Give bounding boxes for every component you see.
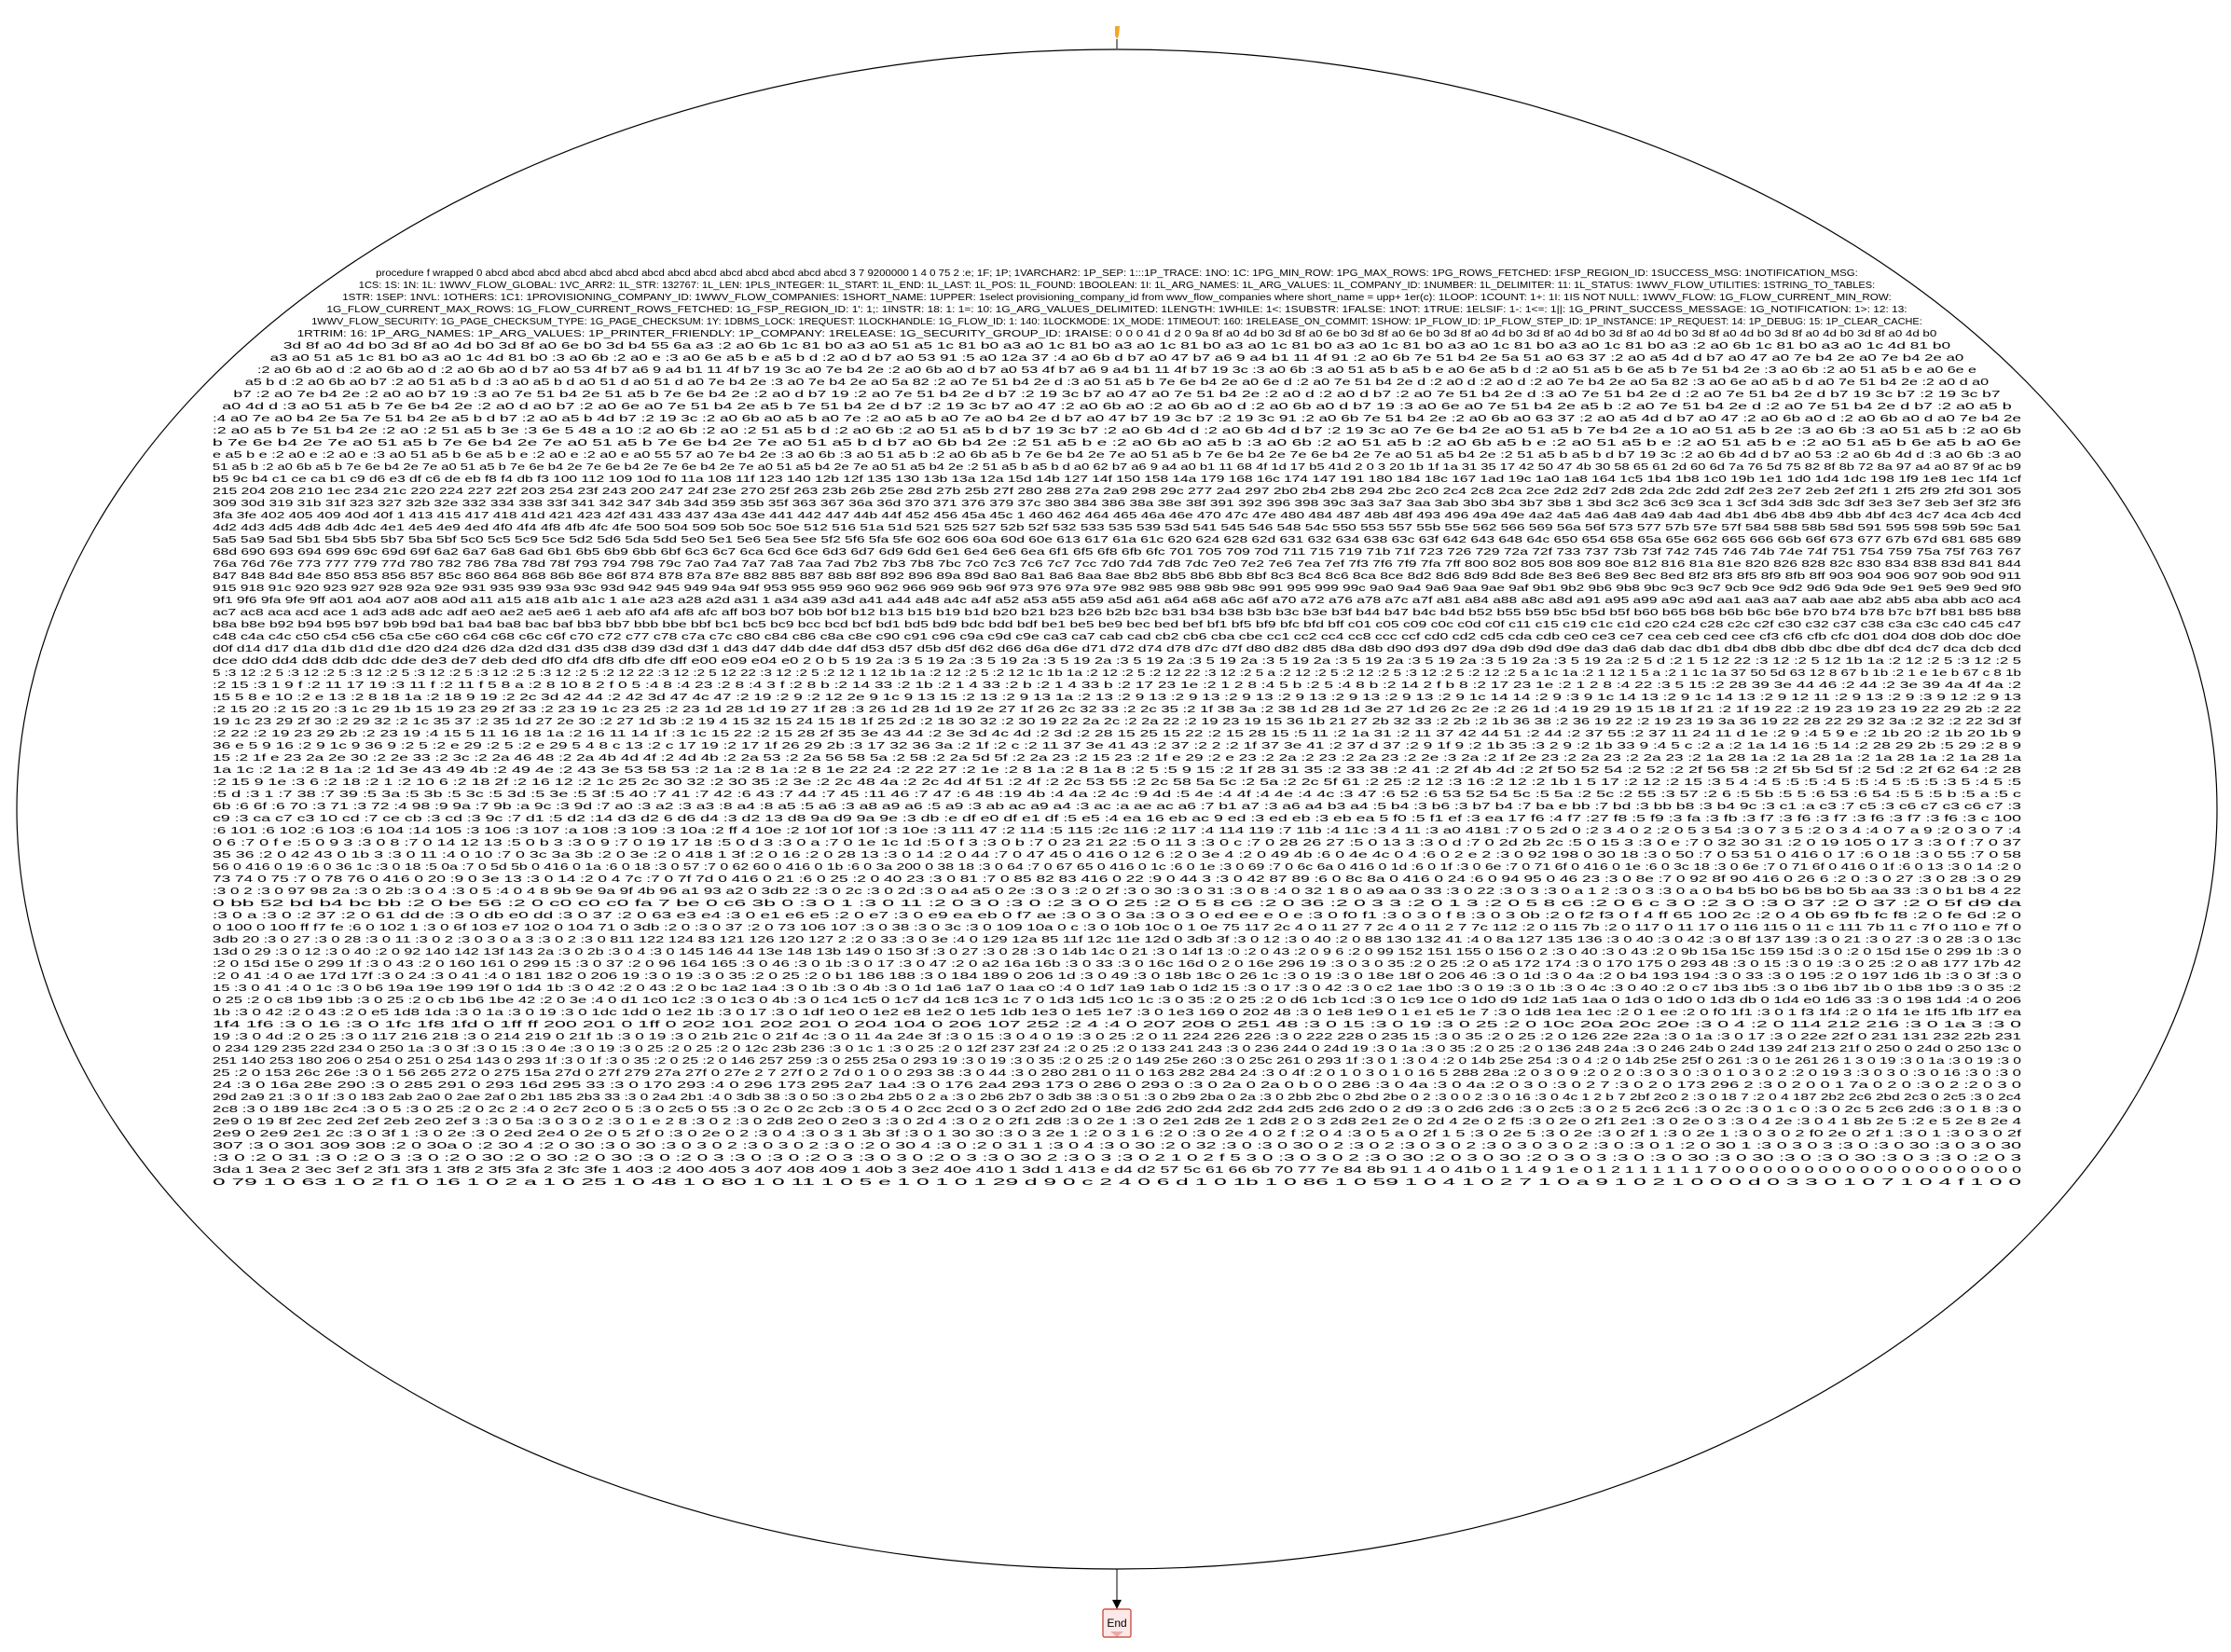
procedure-text-line: 51 a5 b :2 a0 6b a5 b 7e 6e b4 2e 7e a0 … [213,461,2021,473]
procedure-text-line: 73 74 0 75 :7 0 78 76 0 416 0 20 :9 0 3e… [213,874,2021,885]
procedure-text-line: 56 0 416 0 19 :6 0 36 1c :3 0 18 :5 0a :… [213,861,2021,873]
procedure-text-line: :2 a0 6b a0 d :2 a0 6b a0 d :2 a0 6b a0 … [257,365,1976,376]
procedure-text-line: 19 1c 23 29 2f 30 :2 29 32 :2 1c 35 37 :… [213,716,2021,727]
procedure-text-line: 4d2 4d3 4d5 4d8 4db 4dc 4e1 4e5 4e9 4ed … [213,522,2021,533]
procedure-text-line: 0 100 0 100 ff f7 fe :6 0 102 1 :3 0 6f … [213,922,2021,933]
procedure-text-line: 1WWV_FLOW_SECURITY: 1G_PAGE_CHECKSUM_TYP… [311,316,1922,327]
procedure-text-line: 251 140 253 180 206 0 254 0 251 0 254 14… [213,1055,2021,1067]
procedure-text-line: 3db 20 :3 0 27 :3 0 28 :3 0 11 :3 0 2 :3… [213,934,2021,945]
procedure-text-line: 19 :3 0 4d :2 0 25 :3 0 117 216 218 :3 0… [213,1031,2021,1042]
procedure-text-line: :2 a0 a5 b 7e 51 b4 2e :2 a0 :2 51 a5 b … [213,425,2021,436]
procedure-text-line: 24 :3 0 16a 28e 290 :3 0 285 291 0 293 1… [213,1080,2021,1091]
procedure-text-line: 0 6 :7 0 f e :5 0 9 3 :3 0 8 :7 0 14 12 … [213,837,2021,848]
procedure-text-line: e a5 b e :2 a0 e :2 a0 e :3 a0 51 a5 b 6… [213,449,2021,461]
procedure-text-line: 0 bb 52 bd b4 bc bb :2 0 be 56 :2 0 c0 c… [213,898,2021,909]
procedure-text-line: ac7 ac8 aca acd ace 1 ad3 ad8 adc adf ae… [213,607,2021,618]
procedure-text-line: :3 0 :2 0 31 :3 0 :2 0 3 :3 0 :2 0 30 :2… [213,1152,2021,1163]
procedure-text-line: dce dd0 dd4 dd8 ddb ddc dde de3 de7 deb … [213,655,2021,667]
procedure-text-line: 309 30d 319 31b 31f 323 327 32b 32e 332 … [213,498,2021,509]
procedure-text-line: 307 :3 0 301 309 308 :2 0 30a 0 :2 30 4 … [213,1140,2021,1151]
procedure-text-line: 0 25 :2 0 c8 1b9 1bb :3 0 25 :2 0 cb 1b6… [213,995,2021,1006]
procedure-text-line: 1CS: 1S: 1N: 1L: 1WWV_FLOW_GLOBAL: 1VC_A… [359,280,1875,291]
procedure-text-line: 847 848 84d 84e 850 853 856 857 85c 860 … [213,571,2021,582]
procedure-text-line: 3da 1 3ea 2 3ec 3ef 2 3f1 3f3 1 3f8 2 3f… [213,1164,2021,1176]
procedure-text-line: :3 0 2 :3 0 97 98 2a :3 0 2b :3 0 4 :3 0… [213,886,2021,897]
procedure-text-line: 9f1 9f6 9fa 9fe 9ff a01 a04 a07 a08 a0d … [213,595,2021,606]
procedure-text-line: 1a 1c :2 1a :2 8 1a :2 1d 3e 43 49 4b :2… [213,764,2021,776]
procedure-text-line: :2 15 9 1e :3 6 :2 18 :2 1 :2 10 6 :2 18… [213,777,2021,788]
end-node[interactable]: End [1102,1608,1132,1638]
start-marker [1115,26,1120,39]
procedure-text-line: 15 5 8 e 10 :2 e 13 :2 8 18 1a :2 18 9 1… [213,692,2021,703]
procedure-text-line: b7 :2 a0 7e b4 2e :2 a0 a0 b7 19 :3 a0 7… [233,389,2001,400]
end-node-box [1102,1608,1132,1638]
procedure-text-line: d0f d14 d17 d1a d1b d1d d1e d20 d24 d26 … [213,643,2021,654]
end-arrowhead [1112,1600,1122,1609]
procedure-text-line: 36 e 5 9 16 :2 9 1c 9 36 9 :2 5 :2 e 29 … [213,740,2021,751]
procedure-text-line: :4 a0 7e a0 b4 2e 5a 7e 51 b4 2e a5 b d … [213,413,2021,424]
procedure-text-line: 29d 2a9 21 :3 0 1f :3 0 183 2ab 2a0 0 2a… [213,1092,2021,1103]
procedure-text-line: :3 0 a :3 0 :2 37 :2 0 61 dd de :3 0 db … [213,910,2021,921]
procedure-text-line: 15 :3 0 41 :4 0 1c :3 0 b6 19a 19e 199 1… [213,983,2021,994]
end-node-marker [1110,1631,1123,1637]
procedure-node-text: procedure f wrapped 0 abcd abcd abcd abc… [213,268,2021,1188]
procedure-text-line: 0 234 129 235 22d 234 0 250 1a :3 0 3f :… [213,1043,2021,1054]
procedure-text-line: 68d 690 693 694 699 69c 69d 69f 6a2 6a7 … [213,546,2021,558]
end-node-label: End [1107,1617,1126,1630]
procedure-text-line: 13d 0 29 :3 0 12 :3 0 40 :2 0 92 140 142… [213,946,2021,957]
procedure-text-line: 5 :3 12 :2 5 :3 12 :2 5 :3 12 :2 5 :3 12… [213,668,2021,679]
procedure-text-line: :2 0 15d 15e 0 299 1f :3 0 43 :2 0 160 1… [213,958,2021,970]
procedure-text-line: a3 a0 51 a5 1c 81 b0 a3 a0 1c 4d 81 b0 :… [270,352,1964,364]
procedure-text-line: b5 9c b4 c1 ce ca b1 c9 d6 e3 df c6 de e… [213,474,2021,485]
procedure-text-line: 0 79 1 0 63 1 0 2 f1 0 16 1 0 2 a 1 0 25… [213,1177,2021,1188]
procedure-text-line: a5 b d :2 a0 6b a0 b7 :2 a0 51 a5 b d :3… [245,377,1989,388]
procedure-text-line: 1RTRIM: 16: 1P_ARG_NAMES: 1P_ARG_VALUES:… [297,328,1937,339]
procedure-text-line: c48 c4a c4c c50 c54 c56 c5a c5e c60 c64 … [213,631,2021,642]
procedure-text-line: 1b :3 0 42 :2 0 43 :2 0 e5 1d8 1da :3 0 … [213,1007,2021,1018]
procedure-text-line: 915 918 91c 920 923 927 928 92a 92e 931 … [213,583,2021,594]
procedure-text-line: 2e9 0 2e9 2e1 2c :3 0 3f 1 :3 0 2e :3 0 … [213,1128,2021,1139]
procedure-text-line: 1STR: 1SEP: 1NVL: 1OTHERS: 1C1: 1PROVISI… [342,292,1892,303]
procedure-text-line: 2c8 :3 0 189 18c 2c4 :3 0 5 :3 0 25 :2 0… [213,1104,2021,1115]
procedure-text-line: 35 36 :2 0 42 43 0 1b 3 :3 0 11 :4 0 10 … [213,849,2021,860]
procedure-text-line: :2 22 :2 19 23 29 2b :2 23 19 :4 15 5 11… [213,728,2021,739]
procedure-text-line: procedure f wrapped 0 abcd abcd abcd abc… [376,268,1858,279]
procedure-text-line: 1f4 1f6 :3 0 16 :3 0 1fc 1f8 1fd 0 1ff f… [213,1019,2021,1030]
procedure-text-line: 3d 8f a0 4d b0 3d 8f a0 4d b0 3d 8f a0 6… [283,340,1950,351]
procedure-text-line: 1G_FLOW_CURRENT_MAX_ROWS: 1G_FLOW_CURREN… [326,304,1907,315]
procedure-text-line: :5 d :3 1 :7 38 :7 39 :5 3a :5 3b :5 3c … [213,789,2021,800]
procedure-text-line: :2 15 20 :2 15 20 :3 1c 29 1b 15 19 23 2… [213,704,2021,715]
procedure-text-line: c9 :3 ca c7 c3 10 cd :7 ce cb :3 cd :3 9… [213,813,2021,824]
procedure-text-line: a0 4d d :3 a0 51 a5 b 7e 6e b4 2e :2 a0 … [222,401,2012,412]
procedure-text-line: 3fa 3fe 402 405 409 40d 40f 1 413 415 41… [213,510,2021,521]
procedure-text-line: 5a5 5a9 5ad 5b1 5b4 5b5 5b7 5ba 5bf 5c0 … [213,534,2021,545]
procedure-text-line: 15 :2 1f e 23 2a 2e 30 :2 2e 33 :2 3c :2… [213,752,2021,764]
procedure-text-line: 215 204 208 210 1ec 234 21c 220 224 227 … [213,486,2021,497]
procedure-text-line: 6b :6 6f :6 70 :3 71 :3 72 :4 98 :9 9a :… [213,801,2021,812]
procedure-text-line: 76a 76d 76e 773 777 779 77d 780 782 786 … [213,558,2021,570]
procedure-text-line: :2 15 :3 1 9 f :2 11 17 19 :3 11 f :2 11… [213,680,2021,691]
procedure-text-line: :6 101 :6 102 :6 103 :6 104 :14 105 :3 1… [213,825,2021,836]
procedure-text-line: 25 :2 0 153 26c 26e :3 0 1 56 265 272 0 … [213,1067,2021,1079]
procedure-text-line: 2e9 0 19 8f 2ec 2ed 2ef 2eb 2e0 2ef 3 :3… [213,1116,2021,1127]
procedure-text-line: b 7e 6e b4 2e 7e a0 51 a5 b 7e 6e b4 2e … [213,437,2021,448]
procedure-text-line: :2 0 41 :4 0 ae 17d 17f :3 0 24 :3 0 41 … [213,971,2021,982]
procedure-text-line: b8a b8e b92 b94 b95 b97 b9b b9d ba1 ba4 … [213,619,2021,630]
